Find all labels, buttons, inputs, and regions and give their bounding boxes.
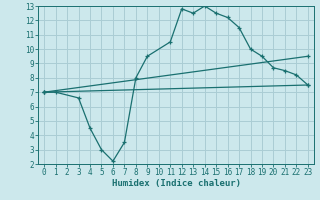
X-axis label: Humidex (Indice chaleur): Humidex (Indice chaleur) <box>111 179 241 188</box>
